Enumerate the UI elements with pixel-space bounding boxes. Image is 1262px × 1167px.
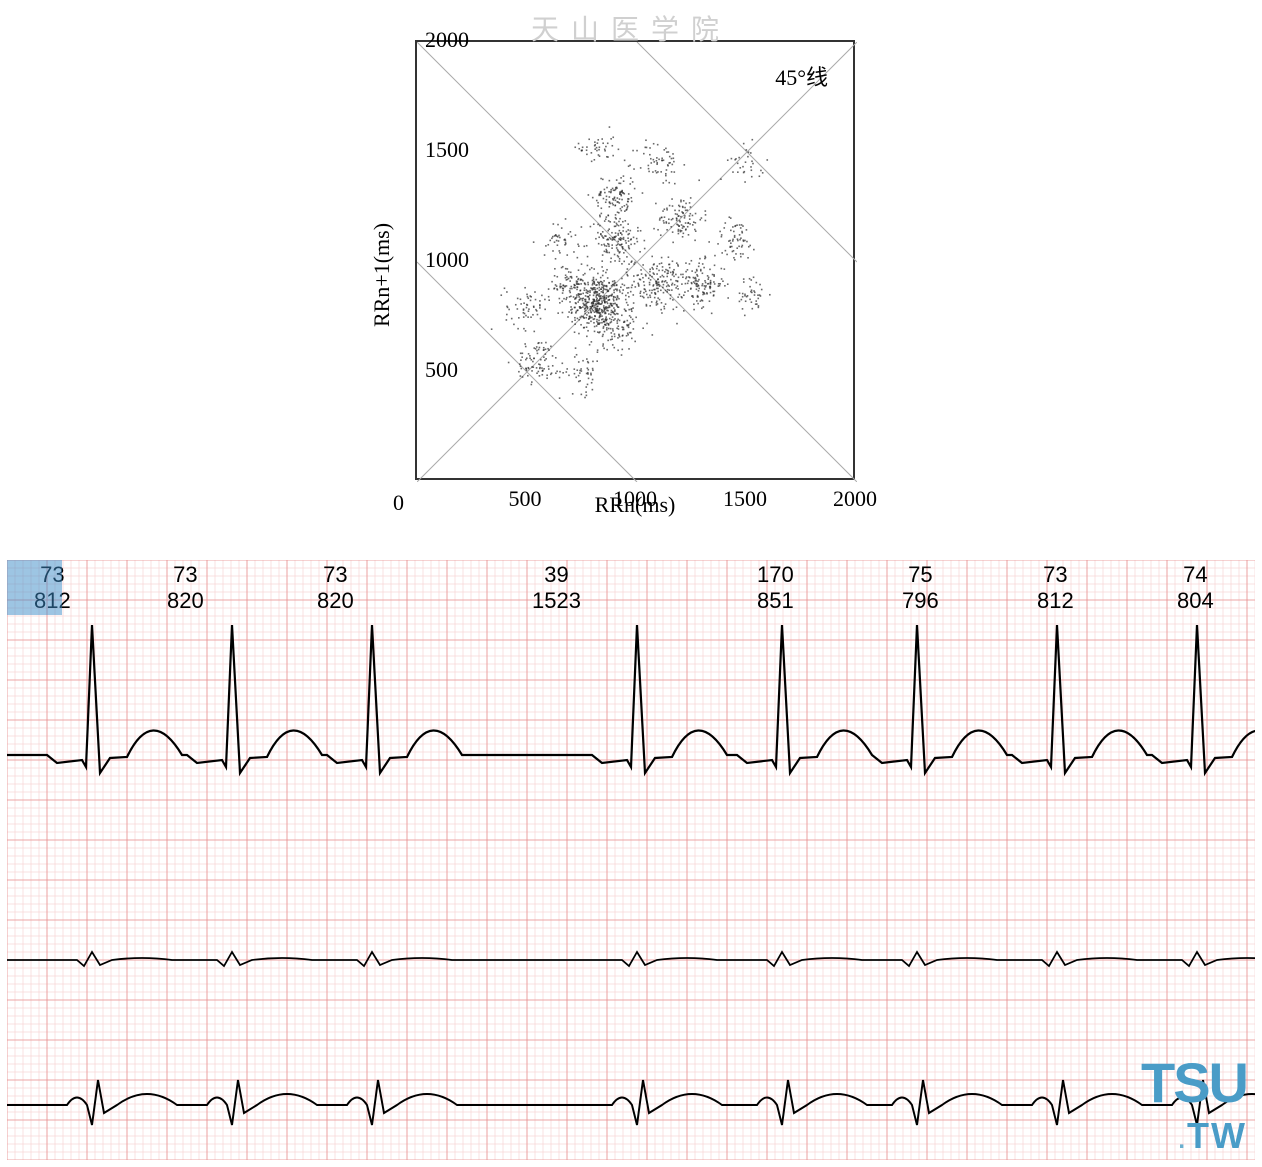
x-tick-label: 2000 <box>833 486 877 512</box>
beat-label: 73812 <box>1037 562 1074 614</box>
origin-label: 0 <box>393 490 404 516</box>
x-tick-label: 500 <box>509 486 542 512</box>
hr-value: 75 <box>902 562 939 588</box>
hr-value: 74 <box>1177 562 1214 588</box>
watermark-badge-tl <box>7 560 62 615</box>
beat-label: 391523 <box>532 562 581 614</box>
poincare-plot: 45°线 RRn+1(ms) RRn(ms) 0 500100015002000… <box>355 20 905 530</box>
scatter-plot-area: 45°线 <box>415 40 855 480</box>
scatter-svg <box>417 42 857 482</box>
rr-value: 820 <box>167 588 204 614</box>
rr-value: 820 <box>317 588 354 614</box>
beat-label: 73820 <box>167 562 204 614</box>
hr-value: 39 <box>532 562 581 588</box>
rr-value: 851 <box>757 588 794 614</box>
ecg-svg <box>7 560 1255 1160</box>
y-axis-label: RRn+1(ms) <box>369 223 395 327</box>
hr-value: 73 <box>317 562 354 588</box>
beat-label: 75796 <box>902 562 939 614</box>
diagonal-annotation: 45°线 <box>775 60 828 92</box>
hr-value: 73 <box>167 562 204 588</box>
beat-label: 73820 <box>317 562 354 614</box>
beat-label: 74804 <box>1177 562 1214 614</box>
y-tick-label: 1000 <box>425 247 469 273</box>
rr-value: 1523 <box>532 588 581 614</box>
beat-label: 170851 <box>757 562 794 614</box>
watermark-tsu-text: TSU <box>1141 1050 1247 1115</box>
hr-value: 73 <box>1037 562 1074 588</box>
y-tick-label: 500 <box>425 357 458 383</box>
watermark-tw-text: .TW <box>1141 1115 1247 1157</box>
x-tick-label: 1000 <box>613 486 657 512</box>
ecg-strip: 7381273820738203915231708517579673812748… <box>7 560 1255 1160</box>
rr-value: 796 <box>902 588 939 614</box>
y-tick-label: 2000 <box>425 27 469 53</box>
watermark-badge-br: TSU .TW <box>1141 1050 1247 1157</box>
y-tick-label: 1500 <box>425 137 469 163</box>
rr-value: 804 <box>1177 588 1214 614</box>
hr-value: 170 <box>757 562 794 588</box>
x-tick-label: 1500 <box>723 486 767 512</box>
watermark-top: 天山医学院 <box>531 8 731 48</box>
rr-value: 812 <box>1037 588 1074 614</box>
